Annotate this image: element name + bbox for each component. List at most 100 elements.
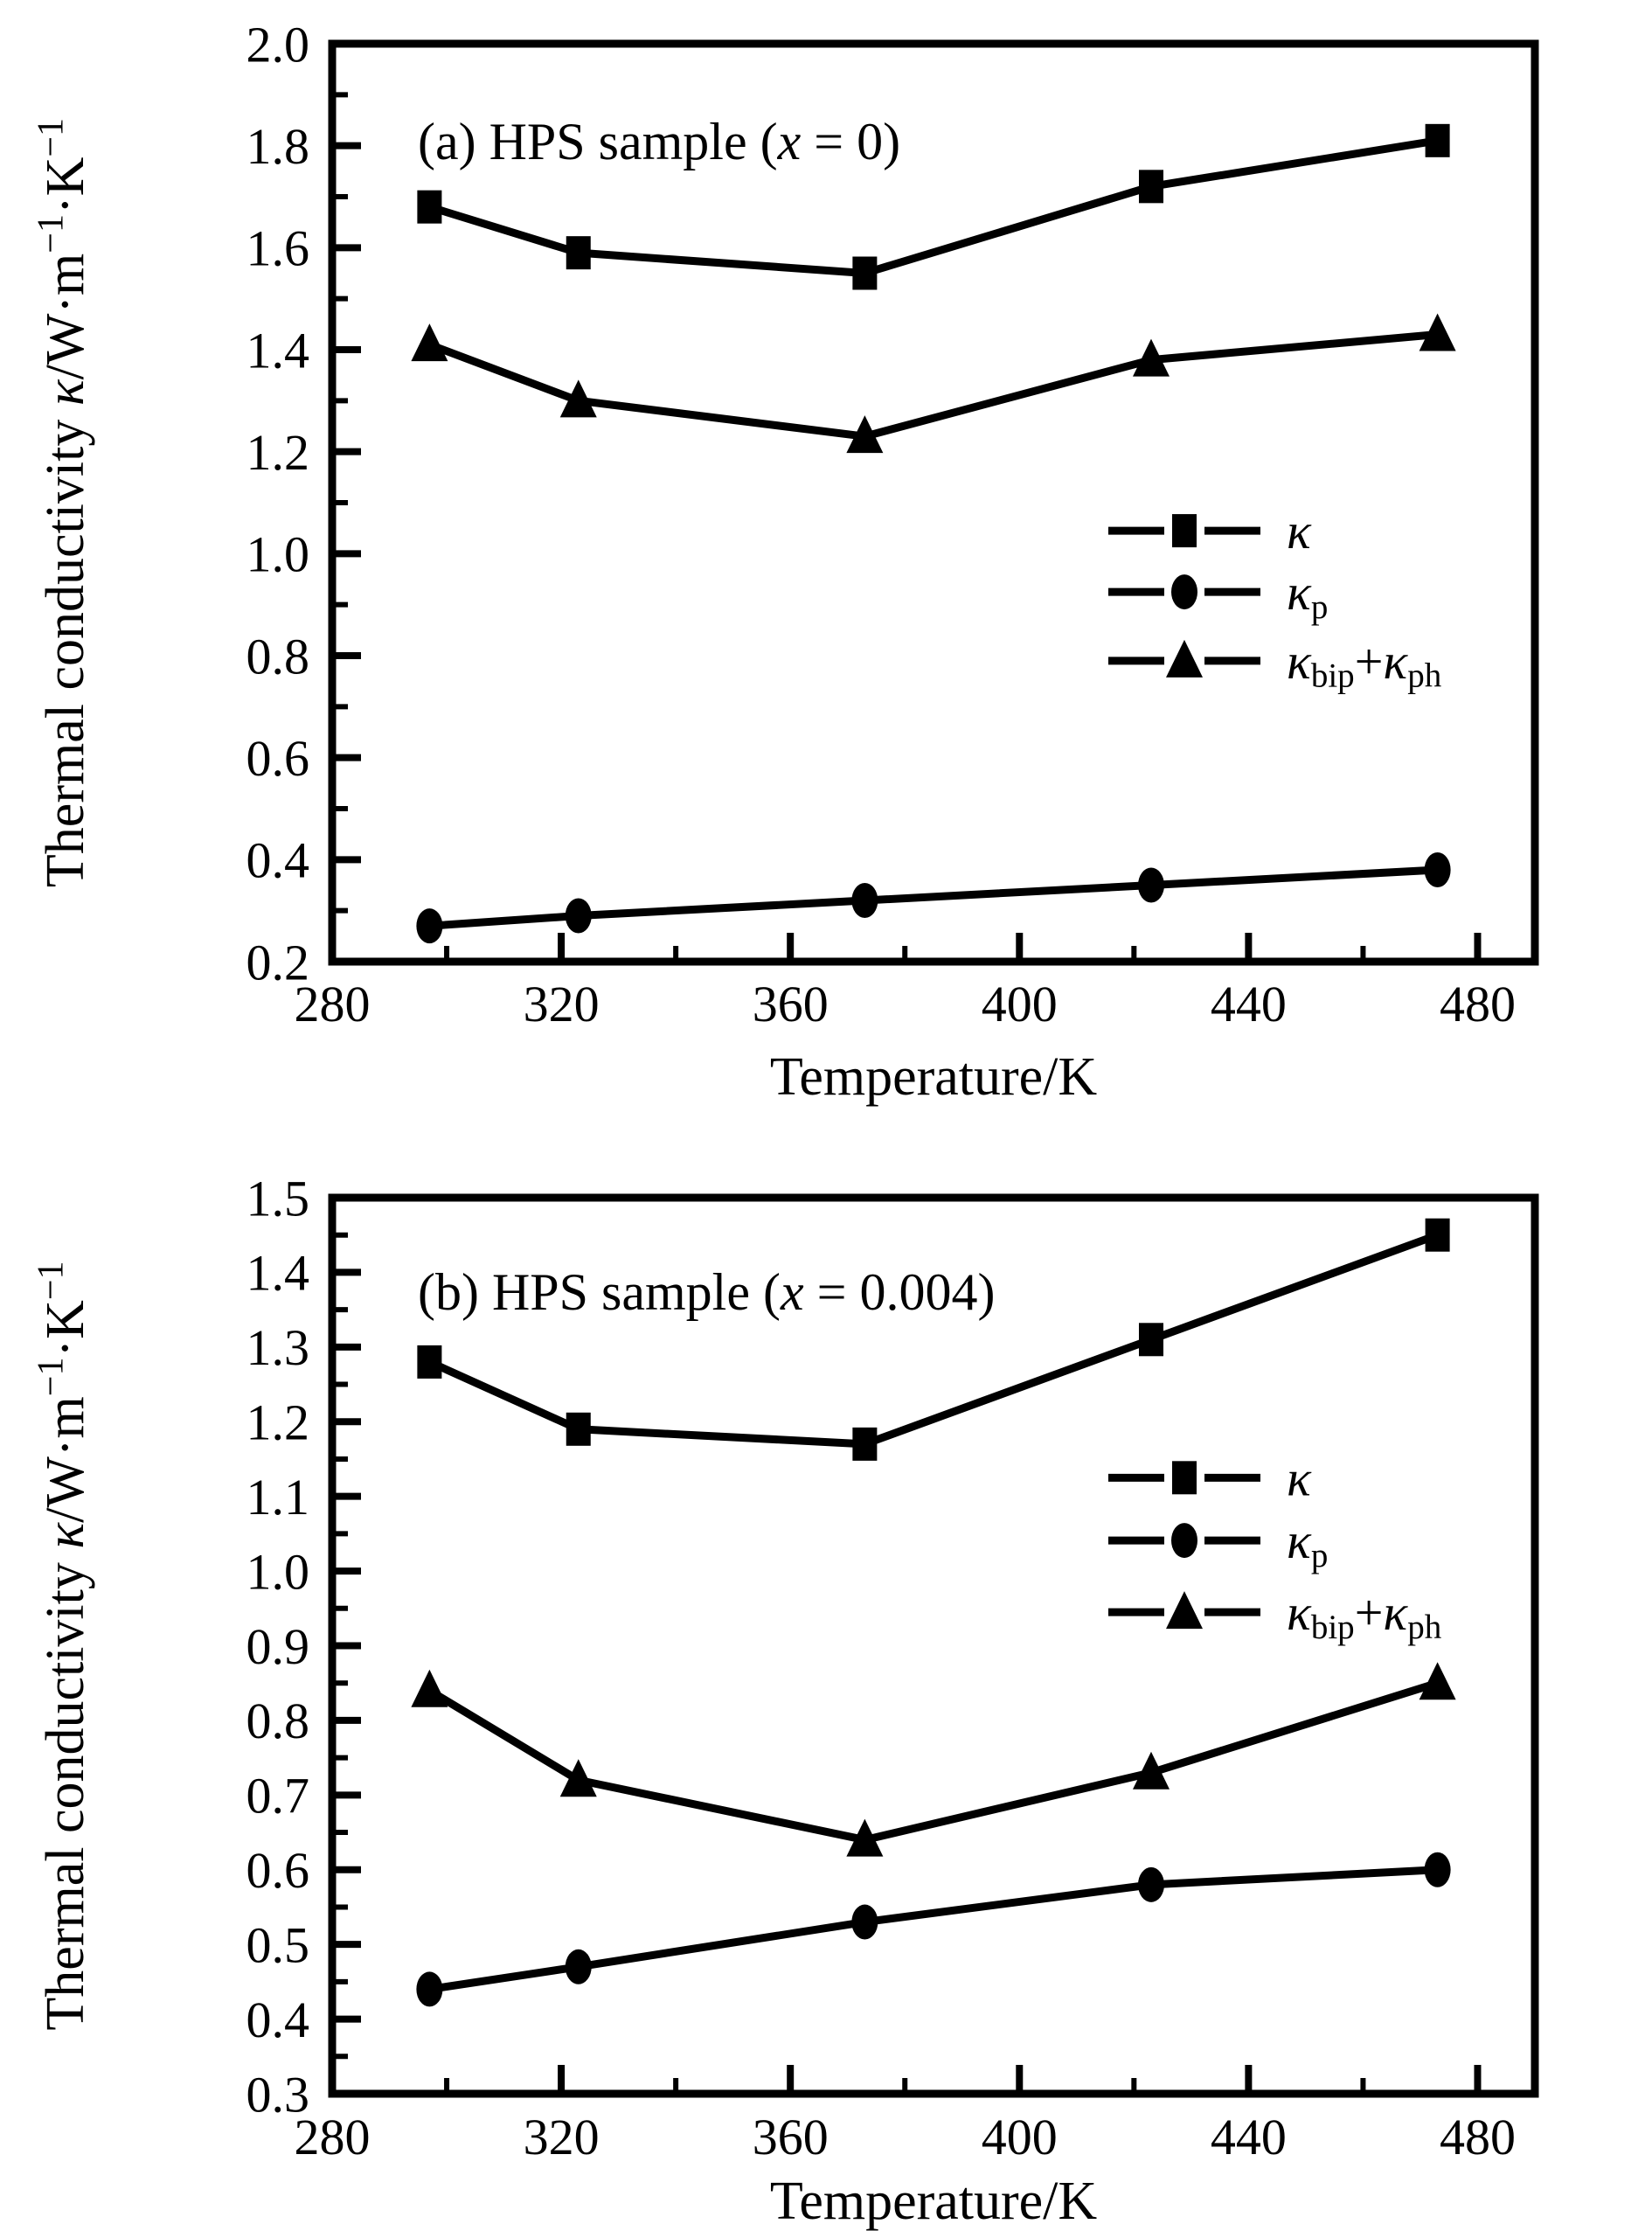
legend-kappa-bip-plus-kappa-ph-triangle-marker [1166, 639, 1203, 678]
data-point-kappa-p-circle-marker [565, 898, 592, 934]
y-tick-label: 1.2 [246, 1394, 310, 1451]
data-point-kappa-square-marker [417, 1345, 442, 1379]
plot-frame-a [328, 39, 1539, 966]
legend-label-kappa-p: κp [1287, 564, 1328, 626]
x-tick-label: 400 [982, 976, 1058, 1032]
data-point-kappa-square-marker [1138, 170, 1163, 204]
data-point-kappa-bip-plus-kappa-ph-triangle-marker [846, 1818, 884, 1857]
y-tick-label: 0.3 [246, 2066, 310, 2123]
x-tick-label: 440 [1211, 976, 1287, 1032]
legend-kappa-p-circle-marker [1171, 1523, 1197, 1559]
legend-b: κ κp κbip+κph [1108, 1449, 1441, 1646]
data-point-kappa-p-circle-marker [565, 1949, 592, 1984]
y-tick-label: 0.4 [246, 1991, 310, 2048]
y-tick-label: 0.6 [246, 1842, 310, 1899]
x-axis-title-b: Temperature/K [770, 2172, 1098, 2231]
x-tick-label: 480 [1440, 976, 1516, 1032]
legend-label-kappa-p: κp [1287, 1512, 1328, 1574]
legend-label-kappa: κ [1287, 1449, 1312, 1506]
y-tick-label: 0.5 [246, 1916, 310, 1973]
data-point-kappa-p-circle-marker [851, 1904, 878, 1940]
data-point-kappa-square-marker [1138, 1323, 1163, 1357]
panel-b: 280 320 360 400 440 480 0.3 0.4 0.5 0.6 0.7 0.8 0.9 1… [31, 1170, 1539, 2231]
legend-kappa-square-marker [1172, 1461, 1197, 1495]
y-tick-label: 1.1 [246, 1469, 310, 1526]
x-tick-label: 440 [1211, 2109, 1287, 2165]
data-point-kappa-bip-plus-kappa-ph-triangle-marker [846, 415, 884, 454]
data-point-kappa-p-circle-marker [1137, 1866, 1164, 1902]
data-point-kappa-p-circle-marker [416, 908, 443, 944]
series-line-kappa-bip-plus-kappa-ph [425, 1678, 1442, 1845]
data-point-kappa-bip-plus-kappa-ph-triangle-marker [559, 1759, 597, 1797]
y-axis-ticks-a: 0.2 0.4 0.6 0.8 1.0 1.2 1.4 1.6 1.8 2.0 [246, 16, 361, 990]
y-axis-title-b: Thermal conductivity κ/W·m−1·K−1 [31, 1261, 95, 2030]
data-point-kappa-square-marker [566, 1412, 591, 1446]
series-kappa-bip-plus-kappa-ph-b [411, 1662, 1456, 1857]
x-tick-label: 280 [295, 2109, 371, 2165]
data-point-kappa-p-circle-marker [851, 883, 878, 918]
y-tick-label: 0.7 [246, 1768, 310, 1824]
x-tick-label: 320 [524, 976, 600, 1032]
x-tick-label: 400 [982, 2109, 1058, 2165]
y-axis-ticks-b: 0.3 0.4 0.5 0.6 0.7 0.8 0.9 1.0 1.1 1.2 1.3 1.4 1.5 [246, 1170, 361, 2123]
data-point-kappa-square-marker [852, 256, 878, 290]
data-point-kappa-p-circle-marker [1424, 1852, 1451, 1887]
panel-title-b: (b) HPS sample (x = 0.004) [418, 1263, 995, 1321]
y-tick-label: 1.5 [246, 1170, 310, 1227]
x-tick-label: 360 [753, 2109, 829, 2165]
y-tick-label: 2.0 [246, 16, 310, 73]
y-tick-label: 0.2 [246, 934, 310, 990]
data-point-kappa-bip-plus-kappa-ph-triangle-marker [1132, 1751, 1170, 1790]
y-tick-label: 1.0 [246, 526, 310, 583]
series-kappa-p-a [416, 852, 1451, 944]
y-tick-label: 1.0 [246, 1543, 310, 1600]
y-axis-title-a: Thermal conductivity κ/W·m−1·K−1 [31, 118, 95, 887]
data-point-kappa-bip-plus-kappa-ph-triangle-marker [411, 323, 448, 362]
data-point-kappa-bip-plus-kappa-ph-triangle-marker [559, 379, 597, 418]
legend-a: κκp κbip+κph [1108, 503, 1441, 695]
data-point-kappa-bip-plus-kappa-ph-triangle-marker [411, 1669, 448, 1707]
x-axis-title-a: Temperature/K [770, 1047, 1098, 1107]
y-tick-label: 0.8 [246, 1692, 310, 1749]
y-tick-label: 0.9 [246, 1618, 310, 1675]
y-tick-label: 0.6 [246, 730, 310, 787]
y-tick-label: 0.8 [246, 628, 310, 685]
y-tick-label: 1.6 [246, 220, 310, 277]
legend-kappa-bip-plus-kappa-ph-triangle-marker [1166, 1591, 1203, 1630]
legend-kappa-square-marker [1172, 514, 1197, 548]
series-kappa-p-b [416, 1852, 1451, 2007]
x-axis-ticks-a: 280 320 360 400 440 480 [295, 933, 1516, 1032]
data-point-kappa-square-marker [1425, 123, 1450, 157]
y-tick-label: 0.4 [246, 832, 310, 889]
data-point-kappa-bip-plus-kappa-ph-triangle-marker [1419, 1662, 1456, 1700]
x-tick-label: 280 [295, 976, 371, 1032]
series-kappa-bip-plus-kappa-ph-a [411, 313, 1456, 454]
legend-label-kappa-bip-plus-kappa-ph: κbip+κph [1287, 1584, 1441, 1646]
y-tick-label: 1.2 [246, 424, 310, 481]
data-point-kappa-bip-plus-kappa-ph-triangle-marker [1419, 313, 1456, 351]
data-point-kappa-bip-plus-kappa-ph-triangle-marker [1132, 338, 1170, 377]
x-tick-label: 480 [1440, 2109, 1516, 2165]
legend-label-kappa: κ [1287, 503, 1312, 559]
legend-kappa-p-circle-marker [1171, 574, 1197, 610]
y-tick-label: 1.4 [246, 322, 310, 379]
data-point-kappa-square-marker [1425, 1218, 1450, 1252]
data-point-kappa-p-circle-marker [416, 1971, 443, 2007]
y-tick-label: 1.8 [246, 118, 310, 175]
y-tick-label: 1.4 [246, 1245, 310, 1302]
data-point-kappa-square-marker [566, 236, 591, 270]
x-tick-label: 320 [524, 2109, 600, 2165]
panel-a: 280 320 360 400 440 480 0.2 0.4 0.6 0.8 1.0 1.2 1.4 1… [31, 16, 1539, 1107]
x-tick-label: 360 [753, 976, 829, 1032]
data-point-kappa-square-marker [417, 190, 442, 224]
data-point-kappa-square-marker [852, 1427, 878, 1461]
series-kappa-a [417, 123, 1450, 290]
y-tick-label: 1.3 [246, 1319, 310, 1376]
x-axis-ticks-b: 280 320 360 400 440 480 [295, 2065, 1516, 2165]
legend-label-kappa-bip-plus-kappa-ph: κbip+κph [1287, 633, 1441, 695]
data-point-kappa-p-circle-marker [1424, 852, 1451, 887]
panel-title-a: (a) HPS sample (x = 0) [418, 113, 900, 170]
data-point-kappa-p-circle-marker [1137, 867, 1164, 903]
